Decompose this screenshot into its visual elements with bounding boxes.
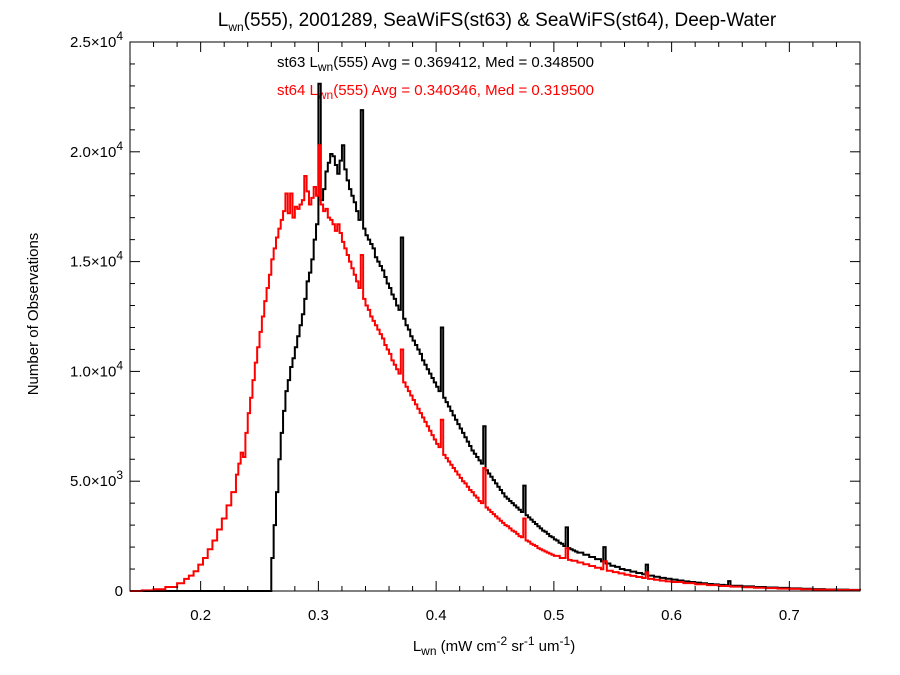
x-tick-label: 0.7 — [779, 607, 800, 624]
chart-title: Lwn(555), 2001289, SeaWiFS(st63) & SeaWi… — [218, 10, 777, 34]
y-tick-label: 0 — [115, 583, 123, 600]
y-tick-label: 2.0×104 — [70, 139, 123, 161]
x-tick-labels: 0.2 0.3 0.4 0.5 0.6 0.7 — [190, 607, 800, 624]
series-line-st63 — [130, 82, 861, 592]
x-axis-label: Lwn (mW cm-2 sr-1 um-1) — [413, 634, 575, 658]
axes-layer — [129, 41, 861, 592]
x-tick-label: 0.6 — [661, 607, 682, 624]
x-tick-label: 0.5 — [543, 607, 564, 624]
y-tick-label: 1.0×104 — [70, 358, 123, 380]
y-tick-label: 2.5×104 — [70, 29, 123, 51]
x-tick-label: 0.4 — [426, 607, 447, 624]
x-tick-label: 0.3 — [308, 607, 329, 624]
series-layer — [130, 82, 861, 592]
plot-frame — [129, 41, 861, 592]
y-tick-label: 5.0×103 — [70, 468, 123, 490]
y-tick-label: 1.5×104 — [70, 249, 123, 271]
y-axis-label: Number of Observations — [25, 233, 42, 396]
stats-line-st63: st63 Lwn(555) Avg = 0.369412, Med = 0.34… — [277, 54, 594, 74]
series-line-st64 — [130, 144, 861, 592]
stats-line-st64: st64 Lwn(555) Avg = 0.340346, Med = 0.31… — [277, 82, 594, 102]
x-tick-label: 0.2 — [190, 607, 211, 624]
y-tick-labels: 0 5.0×103 1.0×104 1.5×104 2.0×104 2.5×104 — [70, 29, 123, 600]
